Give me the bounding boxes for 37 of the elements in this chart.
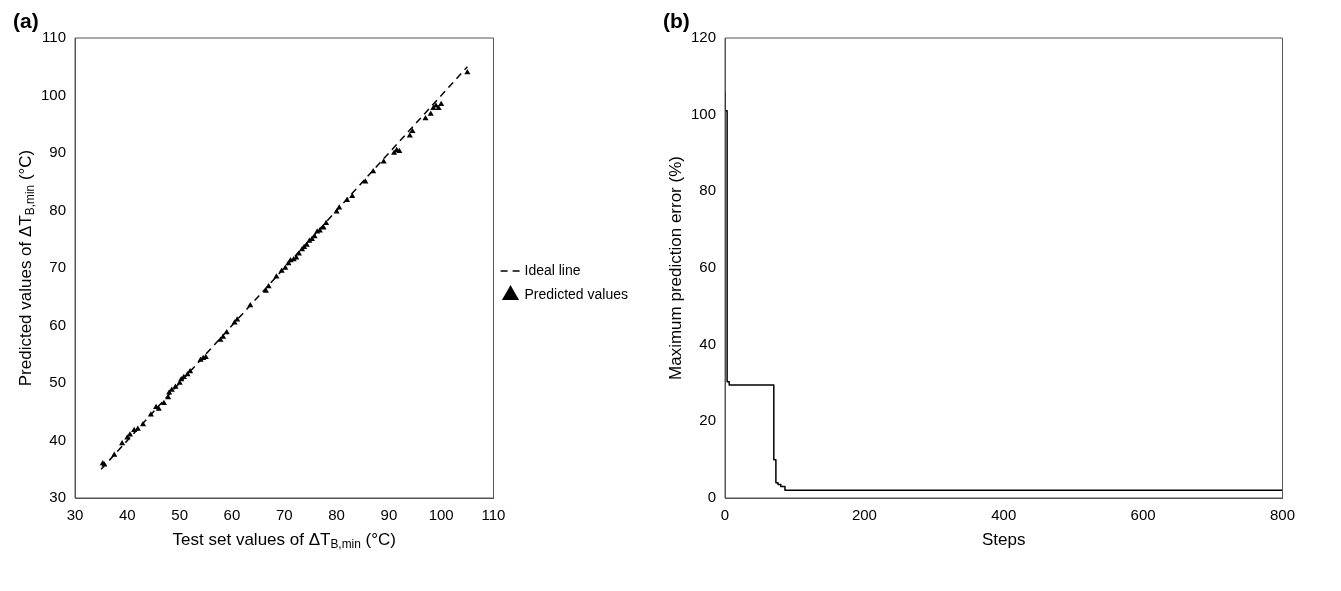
x-tick-label: 600 — [1130, 506, 1156, 524]
x-tick-label: 40 — [118, 506, 136, 524]
x-tick-label: 90 — [380, 506, 398, 524]
x-tick-label: 50 — [171, 506, 188, 524]
y-tick-label: 120 — [691, 28, 717, 46]
y-tick-label: 100 — [41, 85, 67, 103]
chart-title: (b) — [663, 9, 690, 33]
y-tick-label: 110 — [42, 28, 67, 46]
y-axis-title: Maximum prediction error (%) — [665, 156, 685, 380]
y-tick-label: 40 — [699, 334, 717, 352]
y-tick-label: 60 — [49, 315, 67, 333]
y-tick-label: 30 — [49, 488, 67, 506]
chart-title: (a) — [13, 9, 39, 33]
x-tick-label: 70 — [275, 506, 293, 524]
x-tick-label: 200 — [851, 506, 877, 524]
y-tick-label: 60 — [699, 258, 717, 276]
x-tick-label: 60 — [223, 506, 241, 524]
y-tick-label: 50 — [49, 373, 67, 391]
x-tick-label: 0 — [720, 506, 730, 524]
x-tick-label: 80 — [328, 506, 345, 524]
x-tick-label: 110 — [481, 506, 506, 524]
y-tick-label: 80 — [49, 200, 67, 218]
y-tick-label: 70 — [49, 258, 67, 276]
legend-label: Predicted values — [524, 285, 629, 302]
y-axis-title: Predicted values of ΔTB,min (°C) — [15, 149, 38, 387]
x-tick-label: 400 — [991, 506, 1017, 524]
x-tick-label: 800 — [1269, 506, 1295, 524]
x-tick-label: 30 — [66, 506, 84, 524]
y-tick-label: 90 — [49, 143, 67, 161]
y-tick-label: 100 — [691, 104, 717, 122]
y-tick-label: 20 — [699, 411, 717, 429]
x-axis-title: Steps — [982, 529, 1026, 549]
y-tick-label: 0 — [707, 488, 717, 506]
y-tick-label: 40 — [49, 430, 67, 448]
legend-label: Ideal line — [524, 261, 581, 278]
y-tick-label: 80 — [699, 181, 717, 199]
x-tick-label: 100 — [428, 506, 454, 524]
